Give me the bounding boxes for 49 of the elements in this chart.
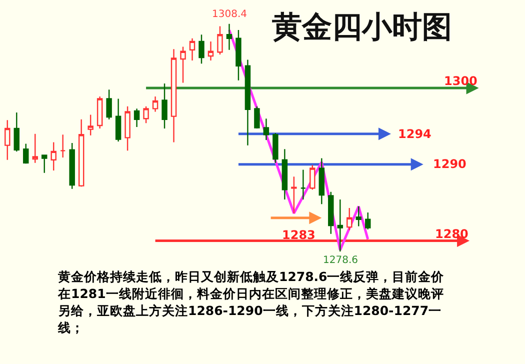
candlestick [50,142,56,172]
candlestick [291,176,297,214]
candlestick [244,59,251,146]
candlestick [4,120,10,160]
candlestick [143,106,149,124]
candlestick [365,212,371,230]
candlestick [106,88,112,120]
candlestick [42,154,48,174]
candlestick [32,133,38,164]
candlestick [78,118,84,188]
candlestick [69,142,75,190]
candlestick [346,207,352,231]
candlestick [337,198,344,252]
candlestick [23,143,29,164]
candlestick [226,23,232,50]
chart-title: 黄金四小时图 [272,10,452,45]
candlestick [318,158,325,205]
annotation: 1278.6 [323,255,358,266]
candlestick [162,82,168,130]
candlestick [170,48,177,143]
candlestick [180,46,186,84]
candlestick [236,29,242,82]
candlestick [272,132,278,164]
candlestick [328,191,334,235]
candlestick [189,38,196,62]
candlestick [282,148,288,200]
candlestick [14,112,20,152]
candlestick [310,164,316,190]
candlestick [217,26,223,56]
candlestick [115,98,122,142]
candlestick [356,206,362,227]
candlestick [152,96,158,112]
candlestick [96,96,103,130]
candlestick [300,169,306,200]
candlestick [134,108,140,128]
candlestick [198,34,204,64]
text: 黄金价格持续走低，昨日又创新低触及1278.6一线反弹，目前金价在1281一线附近徘徊，料金价日内在区间整理修正，美盘建议晚评另给，亚欧盘上方关注1286-1290一线，下方关注1280-1277一线； [58,268,446,336]
ref-line-label: 1283 [282,228,316,242]
candlestick [124,106,130,152]
candlestick [263,118,270,141]
candlestick [88,114,94,136]
candlestick [60,134,66,158]
ref-line-label: 1280 [435,227,468,241]
candlestick [208,40,214,62]
ref-line-label: 1294 [398,127,432,141]
ref-line-label: 1300 [444,74,478,88]
ref-line-label: 1290 [433,157,466,171]
candlestick [254,106,260,130]
annotation: 1308.4 [212,9,247,20]
